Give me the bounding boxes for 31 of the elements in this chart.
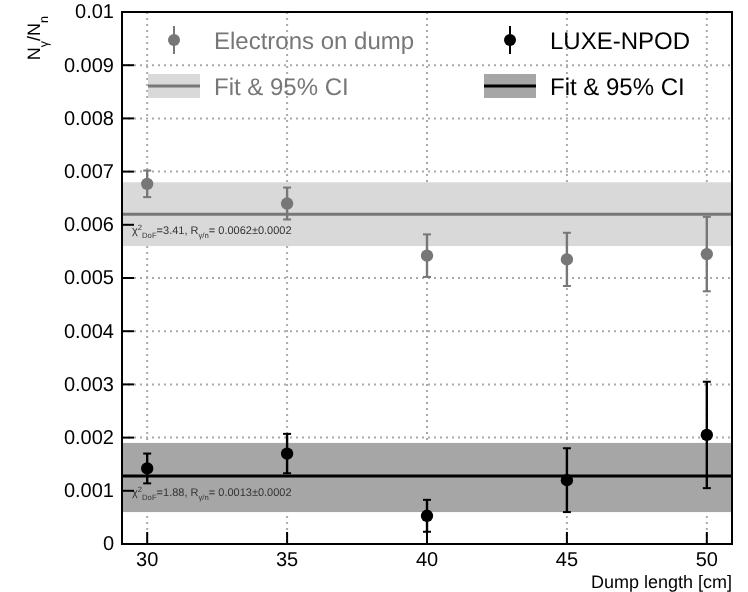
y-tick-label: 0.009 xyxy=(63,55,115,78)
point xyxy=(141,462,154,475)
y-tick-label: 0.005 xyxy=(63,268,115,291)
y-tick-label: 0.007 xyxy=(63,162,115,184)
x-axis-title: Dump length [cm] xyxy=(590,572,732,592)
y-tick-label: 0.006 xyxy=(63,215,115,238)
point xyxy=(560,253,574,266)
legend-label: Fit & 95% CI xyxy=(214,73,349,101)
point xyxy=(560,473,574,487)
point xyxy=(700,428,713,442)
y-tick-label: 0.002 xyxy=(63,428,115,450)
x-tick-label: 45 xyxy=(555,550,579,573)
y-tick-label: 0.001 xyxy=(63,481,115,504)
point xyxy=(141,177,154,190)
point xyxy=(700,247,713,261)
y-tick-label: 0 xyxy=(102,534,115,557)
point xyxy=(280,447,294,460)
y-tick-label: 0.01 xyxy=(75,2,115,25)
x-tick-label: 50 xyxy=(695,550,719,573)
y-tick-label: 0.008 xyxy=(63,108,115,131)
point xyxy=(280,197,294,210)
point xyxy=(420,249,434,262)
x-tick-label: 40 xyxy=(415,550,439,573)
point xyxy=(420,509,434,522)
x-tick-label: 35 xyxy=(275,550,300,573)
legend-label: Electrons on dump xyxy=(214,27,415,55)
y-tick-label: 0.003 xyxy=(63,374,115,397)
legend-label: Fit & 95% CI xyxy=(550,73,685,101)
legend-label: LUXE-NPOD xyxy=(550,27,691,55)
y-tick-label: 0.004 xyxy=(63,321,115,344)
x-tick-label: 30 xyxy=(136,550,160,573)
